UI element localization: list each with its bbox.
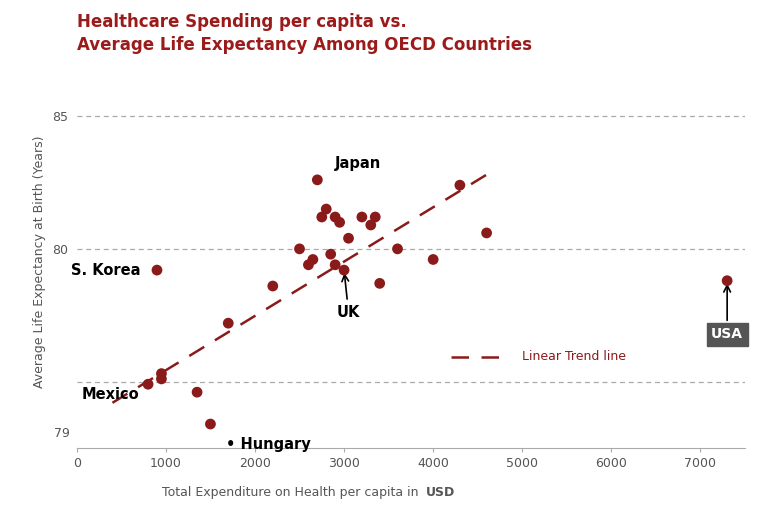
- Text: Linear Trend line: Linear Trend line: [518, 350, 626, 363]
- Text: Average Life Expectancy Among OECD Countries: Average Life Expectancy Among OECD Count…: [77, 36, 531, 53]
- Point: [454, 181, 466, 189]
- Text: Total Expenditure on Health per capita in: Total Expenditure on Health per capita i…: [162, 486, 422, 499]
- Point: [365, 221, 377, 229]
- Point: [204, 420, 217, 428]
- Point: [356, 213, 368, 221]
- Y-axis label: Average Life Expectancy at Birth (Years): Average Life Expectancy at Birth (Years): [33, 136, 46, 388]
- Text: USD: USD: [426, 486, 455, 499]
- Point: [155, 375, 167, 383]
- Point: [325, 250, 337, 258]
- Point: [142, 380, 154, 388]
- Point: [721, 277, 733, 285]
- Text: Healthcare Spending per capita vs.: Healthcare Spending per capita vs.: [77, 13, 406, 31]
- Text: Japan: Japan: [335, 156, 382, 171]
- Text: UK: UK: [337, 275, 360, 320]
- Point: [392, 245, 404, 253]
- Point: [373, 279, 386, 288]
- Point: [151, 266, 163, 274]
- Point: [338, 266, 350, 274]
- Point: [333, 218, 346, 227]
- Point: [369, 213, 382, 221]
- Point: [343, 234, 355, 242]
- Text: USA: USA: [711, 327, 743, 341]
- Point: [481, 229, 493, 237]
- Point: [329, 261, 341, 269]
- Point: [329, 213, 341, 221]
- Point: [191, 388, 204, 397]
- Text: Mexico: Mexico: [81, 387, 139, 402]
- Point: [266, 282, 279, 290]
- Point: [222, 319, 234, 327]
- Point: [320, 205, 333, 213]
- Point: [311, 176, 323, 184]
- Point: [316, 213, 328, 221]
- Point: [155, 370, 167, 378]
- Text: 79: 79: [55, 427, 70, 440]
- Point: [306, 256, 319, 264]
- Point: [427, 256, 439, 264]
- Text: • Hungary: • Hungary: [227, 437, 311, 453]
- Point: [293, 245, 306, 253]
- Point: [303, 261, 315, 269]
- Text: S. Korea: S. Korea: [71, 263, 141, 277]
